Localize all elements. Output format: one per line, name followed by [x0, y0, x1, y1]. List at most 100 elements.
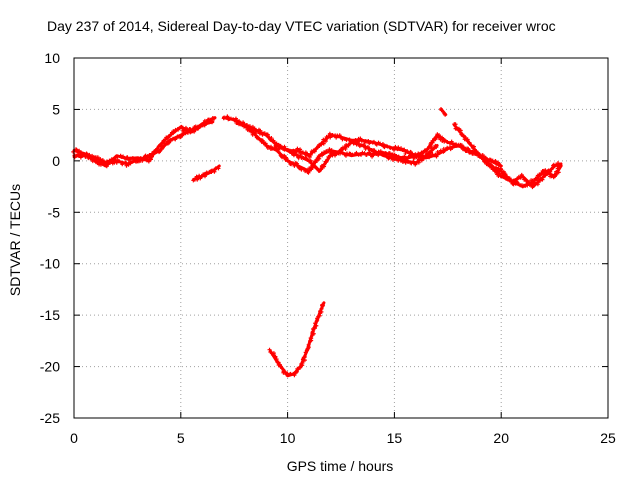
y-tick-label: 0: [52, 153, 60, 169]
data-point: [365, 144, 370, 149]
data-point: [496, 170, 501, 175]
data-point: [385, 144, 390, 149]
data-point: [384, 152, 389, 157]
data-point: [258, 128, 263, 133]
data-point: [268, 349, 273, 354]
data-point: [71, 149, 76, 154]
data-point: [497, 161, 502, 166]
data-point: [265, 132, 270, 137]
data-point: [210, 120, 215, 125]
data-point: [391, 154, 396, 159]
data-point: [355, 140, 360, 145]
y-tick-label: -5: [48, 204, 61, 220]
data-point: [402, 154, 407, 159]
data-point: [471, 144, 476, 149]
y-tick-label: 5: [52, 101, 60, 117]
data-point: [228, 116, 233, 121]
data-point: [342, 145, 347, 150]
data-point: [364, 139, 369, 144]
data-point: [417, 152, 422, 157]
data-point: [95, 155, 100, 160]
data-point: [402, 147, 407, 152]
data-point: [358, 136, 363, 141]
data-point: [225, 114, 230, 119]
data-point: [74, 147, 79, 152]
data-point: [406, 159, 411, 164]
data-point: [351, 141, 356, 146]
data-point: [519, 172, 524, 177]
x-tick-label: 20: [493, 430, 509, 446]
data-point: [267, 347, 272, 352]
data-point: [306, 170, 311, 175]
data-point: [338, 134, 343, 139]
data-point: [424, 155, 429, 160]
chart-title: Day 237 of 2014, Sidereal Day-to-day VTE…: [47, 18, 556, 34]
data-point: [294, 153, 299, 158]
data-point: [292, 163, 297, 168]
data-point: [376, 153, 381, 158]
data-point: [316, 154, 321, 159]
data-point: [276, 149, 281, 154]
data-point: [556, 170, 561, 175]
data-point: [309, 336, 314, 341]
data-point: [442, 138, 447, 143]
data-point: [306, 342, 311, 347]
data-point: [530, 185, 535, 190]
data-point: [396, 154, 401, 159]
data-point: [138, 156, 143, 161]
data-point: [391, 147, 396, 152]
data-point: [125, 155, 130, 160]
data-point: [475, 151, 480, 156]
data-point: [374, 142, 379, 147]
data-point: [493, 159, 498, 164]
data-point: [445, 139, 450, 144]
x-tick-label: 0: [70, 430, 78, 446]
data-point: [298, 147, 303, 152]
data-point: [325, 157, 330, 162]
data-point: [535, 182, 540, 187]
y-tick-label: -20: [40, 359, 60, 375]
data-point: [308, 152, 313, 157]
y-tick-label: -15: [40, 307, 60, 323]
data-point: [537, 178, 542, 183]
data-point: [98, 162, 103, 167]
x-axis-label: GPS time / hours: [287, 458, 394, 474]
data-point: [114, 160, 119, 165]
frame: [73, 57, 609, 419]
data-point: [370, 154, 375, 159]
data-point: [429, 146, 434, 151]
data-point: [297, 365, 302, 370]
data-point: [128, 161, 133, 166]
data-point: [450, 146, 455, 150]
data-point: [274, 357, 279, 362]
data-series-track-9: [489, 161, 563, 190]
data-point: [556, 161, 561, 166]
data-point: [78, 155, 83, 160]
x-tick-label: 25: [600, 430, 616, 446]
data-point: [434, 154, 439, 159]
data-point: [168, 139, 173, 144]
data-point: [208, 117, 213, 122]
data-point: [303, 168, 308, 173]
data-point: [182, 128, 187, 133]
data-point: [142, 156, 147, 161]
data-point: [327, 131, 332, 136]
data-point: [270, 146, 275, 151]
data-point: [216, 166, 221, 171]
data-point: [204, 170, 209, 175]
data-point: [320, 302, 325, 307]
data-point: [362, 142, 367, 147]
data-point: [117, 159, 122, 164]
data-point: [263, 141, 268, 146]
data-point: [483, 158, 488, 163]
data-point: [308, 159, 313, 164]
data-point: [448, 145, 453, 150]
data-point: [334, 135, 339, 140]
data-point: [82, 152, 87, 157]
data-point: [295, 161, 300, 166]
data-point: [314, 166, 319, 171]
data-point: [234, 120, 239, 125]
data-point: [536, 174, 541, 179]
data-point: [212, 116, 217, 121]
